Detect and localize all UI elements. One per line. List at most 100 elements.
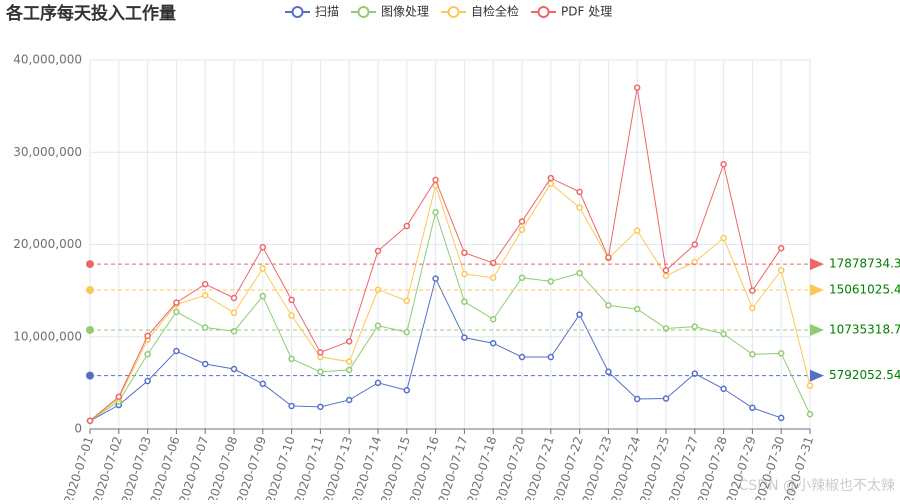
data-point [345,338,353,345]
data-point [806,410,814,418]
x-tick-label: 2020-07-25 [637,435,672,500]
data-point [374,379,382,387]
data-point [605,254,612,261]
data-point [230,365,238,373]
watermark: CSDN @小辣椒也不太辣 [739,478,895,494]
average-arrow [810,323,824,336]
data-point [749,351,756,358]
data-point [201,280,209,288]
x-tick-label: 2020-07-16 [407,435,442,500]
data-point [461,270,468,278]
data-point [662,272,670,280]
chart-title: 各工序每天投入工作量 [5,3,176,24]
data-point [288,296,295,304]
data-point [288,355,295,363]
data-point [230,309,238,317]
data-point [288,402,295,410]
y-tick-label: 30,000,000 [13,145,82,159]
data-point [230,327,238,335]
data-point [605,368,612,376]
data-point [576,311,583,318]
average-label: 10735318.75 [829,322,900,336]
x-tick-label: 2020-07-21 [522,435,557,500]
x-tick-label: 2020-07-28 [695,435,730,500]
x-tick-label: 2020-07-03 [119,435,154,500]
average-label: 15061025.43 [829,283,900,297]
data-point [144,332,151,340]
data-point [173,347,180,355]
x-tick-label: 2020-07-11 [292,435,327,500]
y-tick-label: 20,000,000 [13,237,82,251]
data-point [777,414,785,422]
average-start [86,286,94,295]
data-point [547,174,555,182]
x-tick-label: 2020-07-08 [205,435,240,500]
average-arrow [810,369,824,382]
x-tick-label: 2020-07-14 [349,435,384,500]
data-point [489,339,497,347]
data-point [173,308,180,316]
y-tick-label: 10,000,000 [13,329,82,343]
x-tick-label: 2020-07-02 [90,435,125,500]
data-point [403,387,411,394]
x-tick-label: 2020-07-06 [148,435,183,500]
data-point [720,330,727,338]
legend-label: PDF 处理 [561,5,612,19]
x-tick-label: 2020-07-15 [378,435,413,500]
series-line [89,182,811,422]
average-start [86,260,94,269]
data-point [144,351,151,358]
x-tick-label: 2020-07-20 [493,435,528,500]
data-point [489,259,497,267]
data-point [720,234,727,242]
data-point [317,403,324,411]
data-point [777,267,785,274]
data-point [691,323,699,330]
data-point [777,244,785,252]
data-point [720,160,727,168]
legend-label: 自检全检 [471,4,519,19]
x-tick-label: 2020-07-27 [666,435,701,500]
data-point [317,349,324,356]
data-point [345,358,353,365]
data-point [518,226,526,233]
data-point [489,274,497,281]
legend-label: 图像处理 [381,5,429,19]
x-tick-label: 2020-07-07 [177,435,212,500]
data-point [259,380,267,388]
x-tick-label: 2020-07-22 [551,435,586,500]
average-label: 5792052.54 [829,368,900,382]
data-point [144,377,151,385]
data-point [749,287,756,294]
x-tick-label: 2020-07-18 [465,435,500,500]
data-point [259,244,267,251]
average-arrow [810,284,824,297]
data-point [576,269,583,277]
data-point [201,324,209,331]
data-point [749,304,756,312]
y-tick-label: 0 [74,422,82,436]
data-point [86,417,94,424]
data-point [432,208,439,216]
data-point [259,292,267,300]
data-point [777,350,785,357]
data-point [288,312,295,319]
data-point [633,305,641,313]
x-tick-label: 2020-07-24 [609,435,644,500]
average-arrow [810,258,824,271]
data-point [461,249,468,257]
data-point [259,265,267,272]
data-point [547,278,555,285]
data-point [518,353,526,361]
legend-marker [447,6,460,18]
data-point [432,275,439,282]
data-point [633,84,641,91]
series-line [89,210,811,422]
data-point [461,298,468,305]
data-point [374,322,382,329]
legend-marker [357,6,370,18]
data-point [547,180,555,187]
data-point [806,382,814,389]
legend-marker [291,6,304,18]
